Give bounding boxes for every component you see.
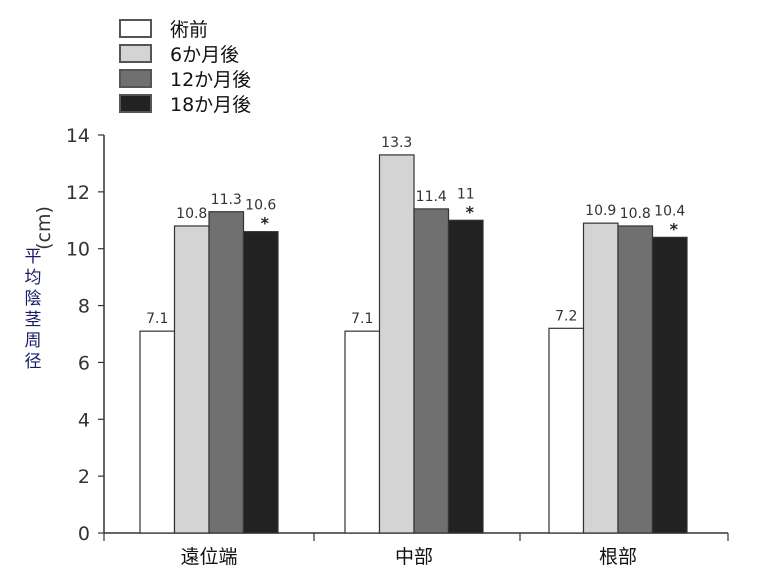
legend-label: 術前 [170,19,208,41]
y-axis-unit: (cm) [33,206,55,250]
x-tick-label: 遠位端 [180,546,237,568]
bar-0-2 [548,327,585,534]
bar-3-2 [651,236,688,534]
y-tick-label: 10 [66,239,90,261]
data-label: 10.9 [585,203,616,219]
significance-marker: * [670,219,679,238]
data-label: 7.2 [555,308,577,324]
y-axis-label-char: 平 [25,247,42,267]
data-label: 13.3 [381,135,412,151]
data-label: 7.1 [351,311,373,327]
x-tick-label: 中部 [395,546,433,568]
legend-swatch-3 [119,94,152,113]
data-label: 10.4 [654,203,685,219]
bar-1-1 [378,154,415,534]
bar-2-0 [208,211,245,534]
bar-1-2 [582,222,619,534]
legend-label: 12か月後 [170,69,251,91]
y-axis-label-char: 陰 [25,289,42,309]
y-tick-label: 14 [66,125,90,147]
y-tick-label: 6 [78,352,90,374]
y-tick-label: 2 [78,466,90,488]
bar-1-0 [173,225,210,534]
bar-0-0 [139,330,176,534]
data-label: 10.8 [176,206,207,222]
y-tick-label: 4 [78,409,90,431]
data-label: 7.1 [146,311,168,327]
data-label: 11.3 [211,192,242,208]
data-label: 11 [457,186,475,202]
legend-label: 18か月後 [170,94,251,116]
significance-marker: * [466,202,475,221]
x-tick-label: 根部 [599,546,637,568]
data-label: 11.4 [416,189,447,205]
legend-label: 6か月後 [170,44,239,66]
y-tick-label: 0 [78,523,90,545]
bar-3-0 [242,231,279,534]
y-axis-label-char: 茎 [25,310,42,330]
bar-2-2 [617,225,654,534]
legend-swatch-0 [119,19,152,38]
bar-0-1 [344,330,381,534]
legend-swatch-2 [119,69,152,88]
bar-3-1 [447,219,484,534]
data-label: 10.8 [620,206,651,222]
y-axis-label-char: 径 [25,352,42,372]
y-tick-label: 12 [66,182,90,204]
legend-swatch-1 [119,44,152,63]
y-axis-label-char: 周 [25,331,42,351]
y-tick-label: 8 [78,296,90,318]
significance-marker: * [261,214,270,233]
y-axis-label-char: 均 [25,268,42,288]
bar-2-1 [413,208,450,534]
data-label: 10.6 [245,198,276,214]
